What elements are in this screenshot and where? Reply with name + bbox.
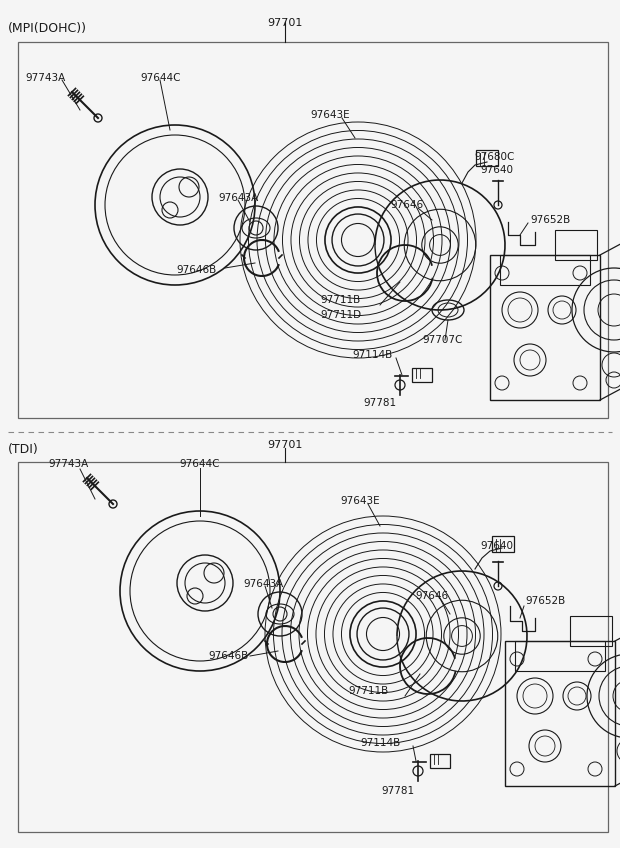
Bar (18, 462, 608, 832)
Text: 97781: 97781 (381, 786, 415, 796)
Text: 97711B: 97711B (320, 295, 360, 305)
Text: (TDI): (TDI) (8, 443, 38, 456)
Text: 97743A: 97743A (48, 459, 88, 469)
Text: 97646: 97646 (390, 200, 423, 210)
Bar (505, 641, 615, 786)
Text: 97711D: 97711D (320, 310, 361, 320)
Bar (412, 368, 432, 382)
Text: 97701: 97701 (267, 18, 303, 28)
Text: 97707C: 97707C (422, 335, 463, 345)
Text: 97640: 97640 (480, 541, 513, 551)
Bar (492, 536, 514, 552)
Bar (18, 42, 608, 418)
Bar (476, 150, 498, 166)
Text: 97114B: 97114B (352, 350, 392, 360)
Text: 97743A: 97743A (25, 73, 65, 83)
Text: 97643A: 97643A (243, 579, 283, 589)
Bar (515, 641, 605, 671)
Text: 97640: 97640 (480, 165, 513, 175)
Text: 97643E: 97643E (340, 496, 379, 506)
Text: 97680C: 97680C (474, 152, 515, 162)
Bar (430, 754, 450, 768)
Bar (570, 616, 612, 646)
Text: 97781: 97781 (363, 398, 397, 408)
Text: 97646: 97646 (415, 591, 448, 601)
Bar (555, 230, 597, 260)
Text: 97646B: 97646B (208, 651, 248, 661)
Text: 97114B: 97114B (360, 738, 401, 748)
Bar (500, 255, 590, 285)
Text: (MPI(DOHC)): (MPI(DOHC)) (8, 22, 87, 35)
Text: 97652B: 97652B (525, 596, 565, 606)
Text: 97643E: 97643E (310, 110, 350, 120)
Bar (490, 255, 600, 400)
Text: 97652B: 97652B (530, 215, 570, 225)
Text: 97711B: 97711B (348, 686, 388, 696)
Text: 97646B: 97646B (176, 265, 216, 275)
Text: 97701: 97701 (267, 440, 303, 450)
Text: 97644C: 97644C (140, 73, 180, 83)
Text: 97643A: 97643A (218, 193, 259, 203)
Text: 97644C: 97644C (180, 459, 220, 469)
